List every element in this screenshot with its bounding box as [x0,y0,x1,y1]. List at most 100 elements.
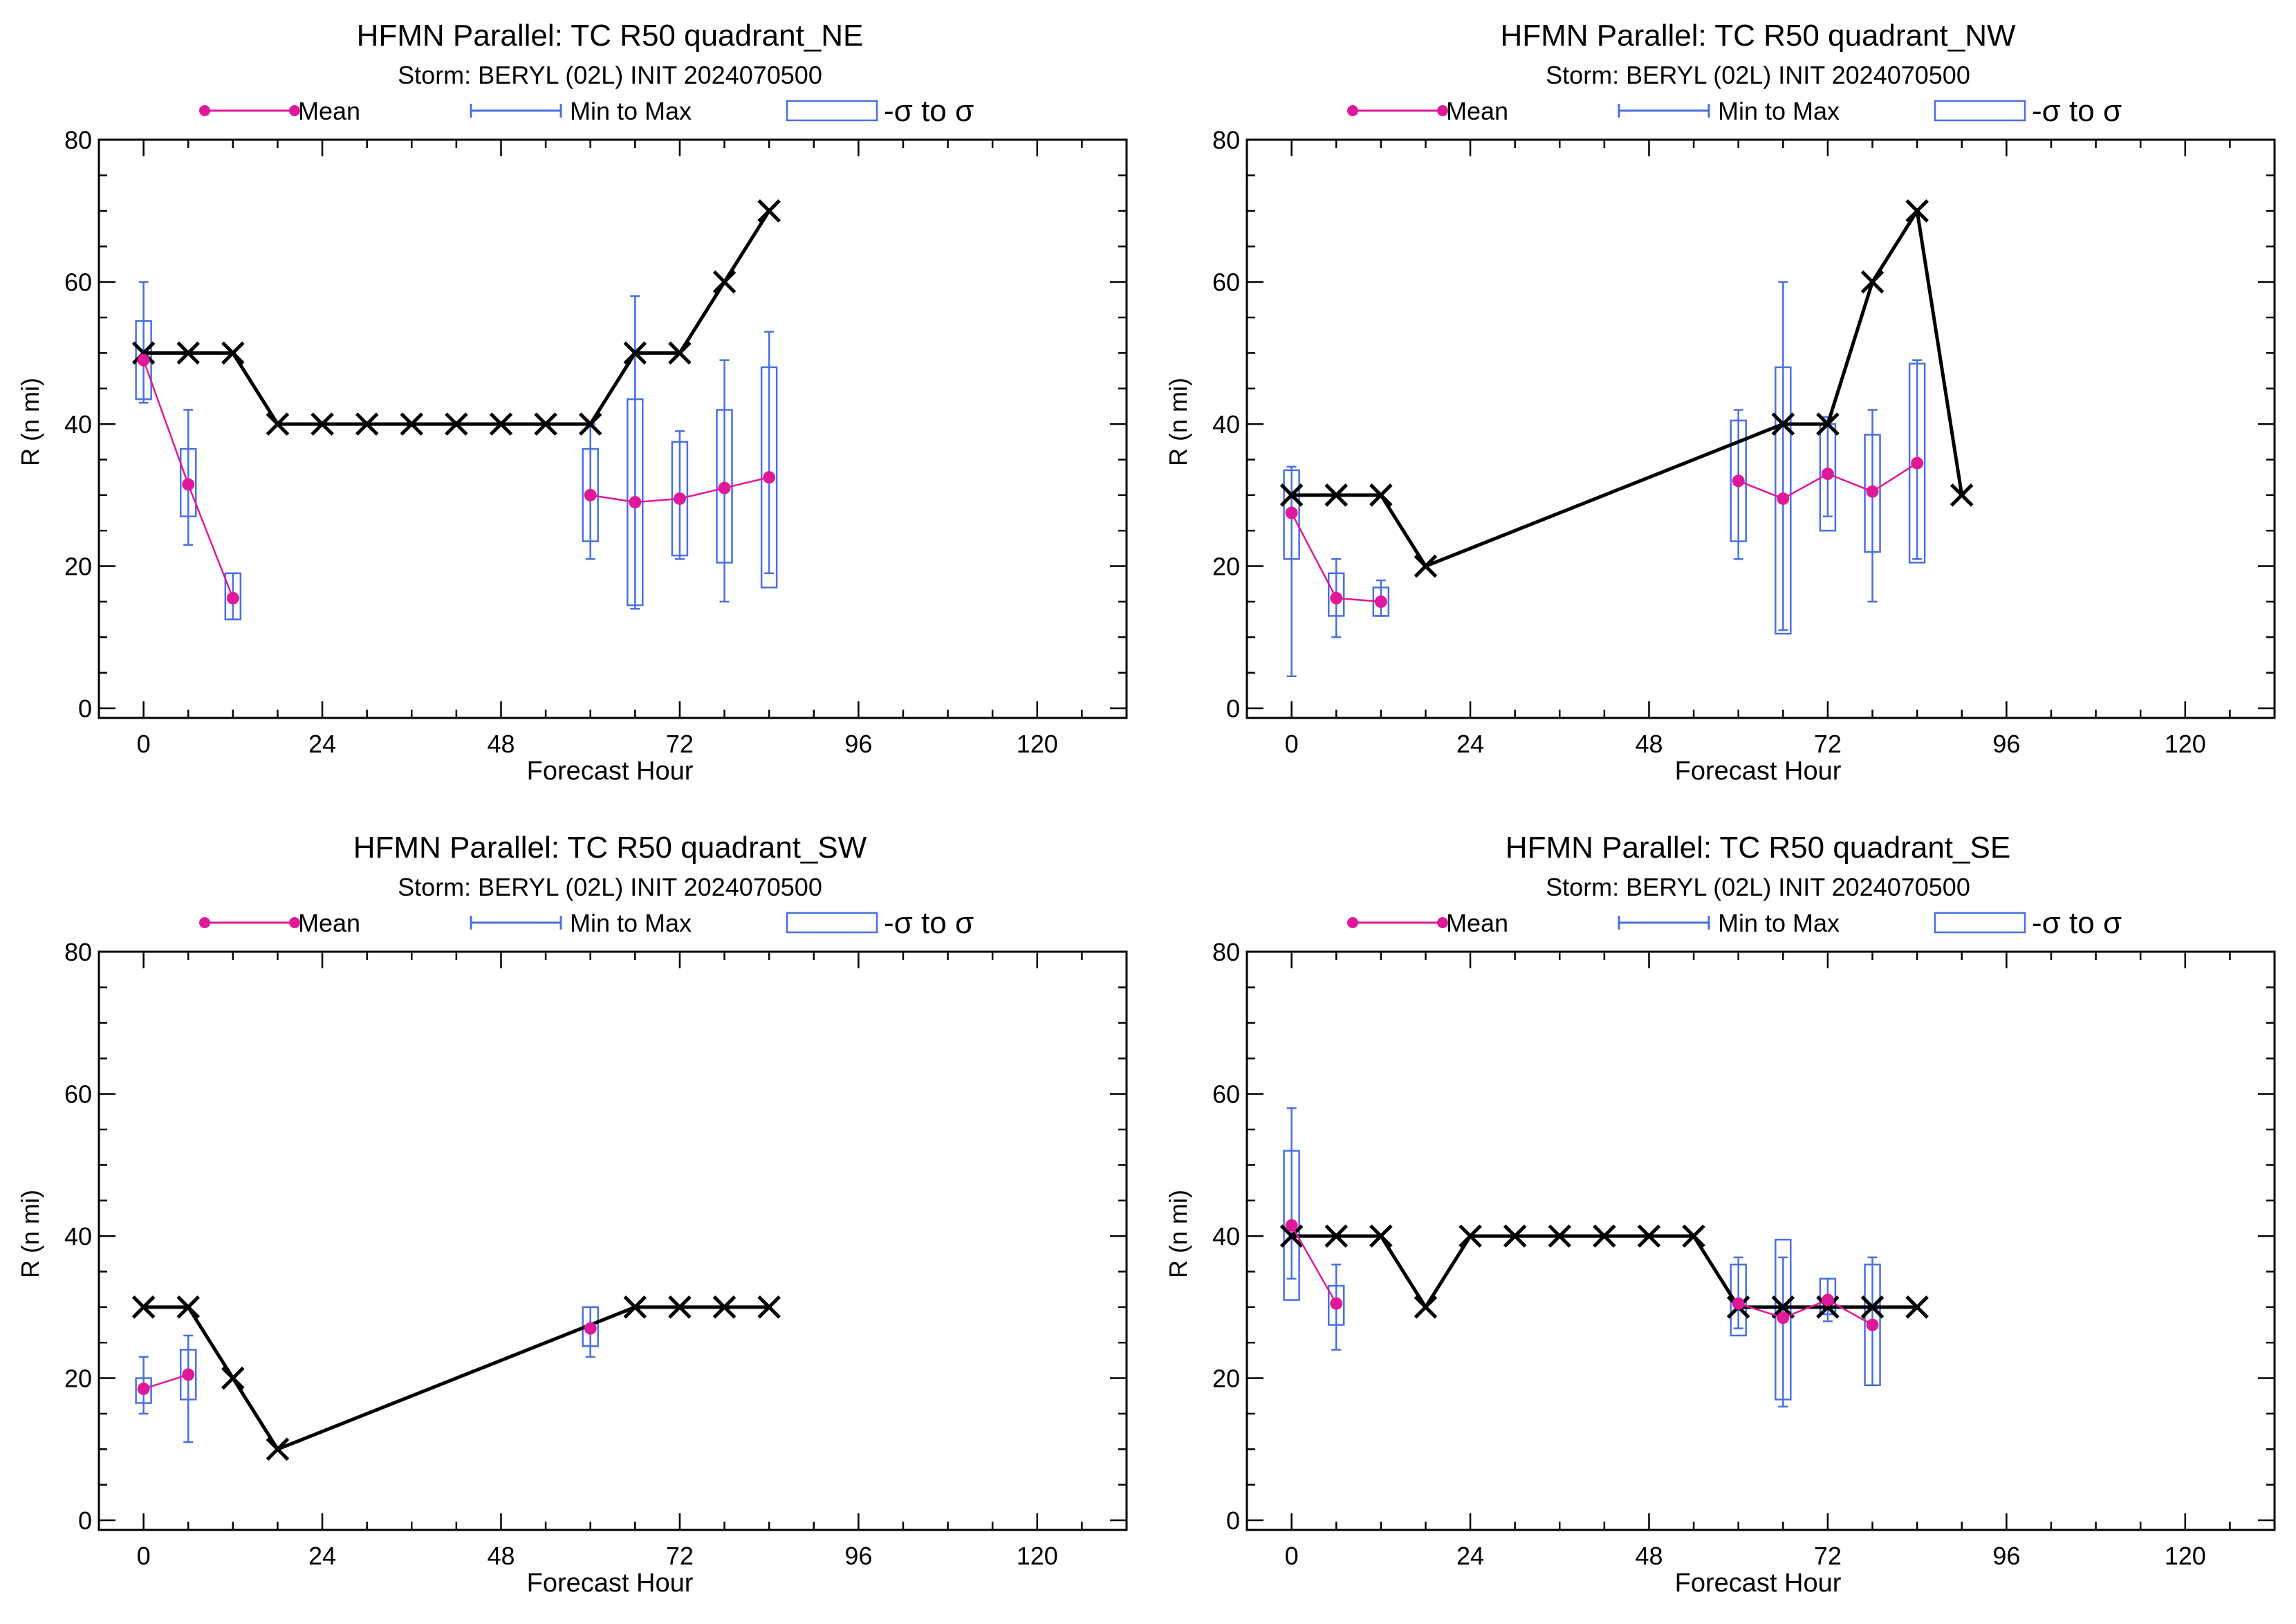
legend: Mean Min to Max -σ to σ [199,906,974,940]
observed-x-marker [757,199,781,223]
sigma-box [582,447,599,542]
chart-subtitle: Storm: BERYL (02L) INIT 2024070500 [1546,873,1970,901]
mean-point [1374,595,1387,608]
x-tick-label: 72 [1814,1542,1842,1570]
x-tick-label: 48 [487,1542,515,1570]
legend: Mean Min to Max -σ to σ [1347,94,2122,128]
observed-line [1291,209,1964,569]
x-marker-stroke [1324,483,1348,507]
y-tick-label: 40 [1212,410,1240,439]
legend-minmax-label: Min to Max [570,909,692,937]
x-marker-stroke [221,341,245,365]
x-marker-stroke [534,412,557,436]
y-axis-label: R (n mi) [16,378,44,466]
sigma-box [1730,419,1747,542]
x-tick-label: 72 [666,1542,694,1570]
y-tick-label: 0 [1226,1506,1240,1535]
y-tick-label: 80 [1212,938,1240,966]
spread-box [1775,281,1792,635]
x-marker-stroke [668,341,692,365]
x-axis-label: Forecast Hour [527,757,694,786]
y-tick-label: 40 [1212,1222,1240,1251]
chart-panel-se: HFMN Parallel: TC R50 quadrant_SE Storm:… [1164,831,2276,1598]
x-marker-stroke [1593,1224,1616,1248]
legend: Mean Min to Max -σ to σ [199,94,974,128]
x-marker-stroke [1324,1224,1348,1248]
x-marker-stroke [355,412,379,436]
y-tick-label: 80 [64,126,92,154]
observed-x-marker [311,412,334,436]
legend-minmax-label: Min to Max [1718,909,1840,937]
legend: Mean Min to Max -σ to σ [1347,906,2122,940]
x-tick-label: 72 [1814,730,1842,758]
legend-mean-marker [199,105,210,116]
legend-mean-label: Mean [1446,97,1508,125]
x-marker-stroke [131,341,156,365]
x-marker-stroke [1860,1295,1885,1319]
observed-x-marker [668,341,692,365]
y-tick-label: 0 [78,1506,92,1535]
plot-frame [1246,950,2276,1531]
y-tick-label: 20 [64,1365,92,1393]
spread-box [1283,465,1300,678]
x-marker-stroke [1414,554,1438,578]
observed-x-marker [623,341,647,365]
mean-point [584,1322,597,1335]
x-tick-label: 48 [487,730,515,758]
x-marker-stroke [1816,1295,1840,1319]
spread-box [1864,409,1881,603]
sigma-box [1283,469,1300,560]
x-tick-label: 120 [2165,730,2206,758]
observed-x-marker [266,1437,290,1461]
observed-x-marker [1324,1224,1348,1248]
mean-point [1732,1297,1745,1310]
observed-x-marker [1771,1295,1795,1319]
x-tick-label: 0 [137,1542,151,1570]
x-marker-stroke [1637,1224,1661,1248]
observed-x-marker [578,412,602,436]
mean-point [629,496,642,509]
observed-x-marker [1369,1224,1393,1248]
mean-line [143,1374,189,1390]
observed-x-marker [355,412,379,436]
x-marker-stroke [176,341,200,365]
legend-sigma-box [1934,100,2026,122]
mean-point [1911,456,1924,470]
mean-point [182,478,195,491]
x-marker-stroke [623,341,647,365]
mean-point [1777,492,1790,505]
mean-point [1285,1219,1298,1232]
x-tick-label: 24 [308,730,336,758]
y-axis-label: R (n mi) [16,1190,44,1278]
legend-sigma-box [786,912,878,934]
observed-x-marker [131,1295,156,1319]
mean-point [1866,485,1879,498]
legend-mean-marker [1347,917,1358,928]
x-marker-stroke [757,199,781,223]
x-tick-label: 120 [1017,1542,1058,1570]
y-tick-label: 20 [64,553,92,581]
x-marker-stroke [1279,1224,1304,1248]
mean-point [1330,1297,1343,1310]
chart-title: HFMN Parallel: TC R50 quadrant_NE [357,19,864,53]
x-marker-stroke [1860,270,1885,294]
mean-point [763,471,776,484]
x-marker-stroke [1548,1224,1572,1248]
mean-point [137,353,150,367]
y-tick-label: 40 [64,1222,92,1251]
x-axis-label: Forecast Hour [1675,757,1842,786]
y-tick-label: 0 [78,694,92,723]
sigma-box [1864,434,1881,553]
observed-x-marker [1279,483,1304,507]
y-tick-label: 60 [64,1080,92,1109]
mean-point [584,488,597,501]
sigma-box [179,447,197,517]
legend-sigma-box [786,100,878,122]
legend-mean-marker [199,917,210,928]
legend-minmax-label: Min to Max [570,97,692,125]
sigma-box [179,1349,197,1401]
mean-point [137,1382,150,1395]
sigma-box [1775,1238,1792,1401]
x-marker-stroke [1771,412,1795,436]
x-marker-stroke [1279,483,1304,507]
